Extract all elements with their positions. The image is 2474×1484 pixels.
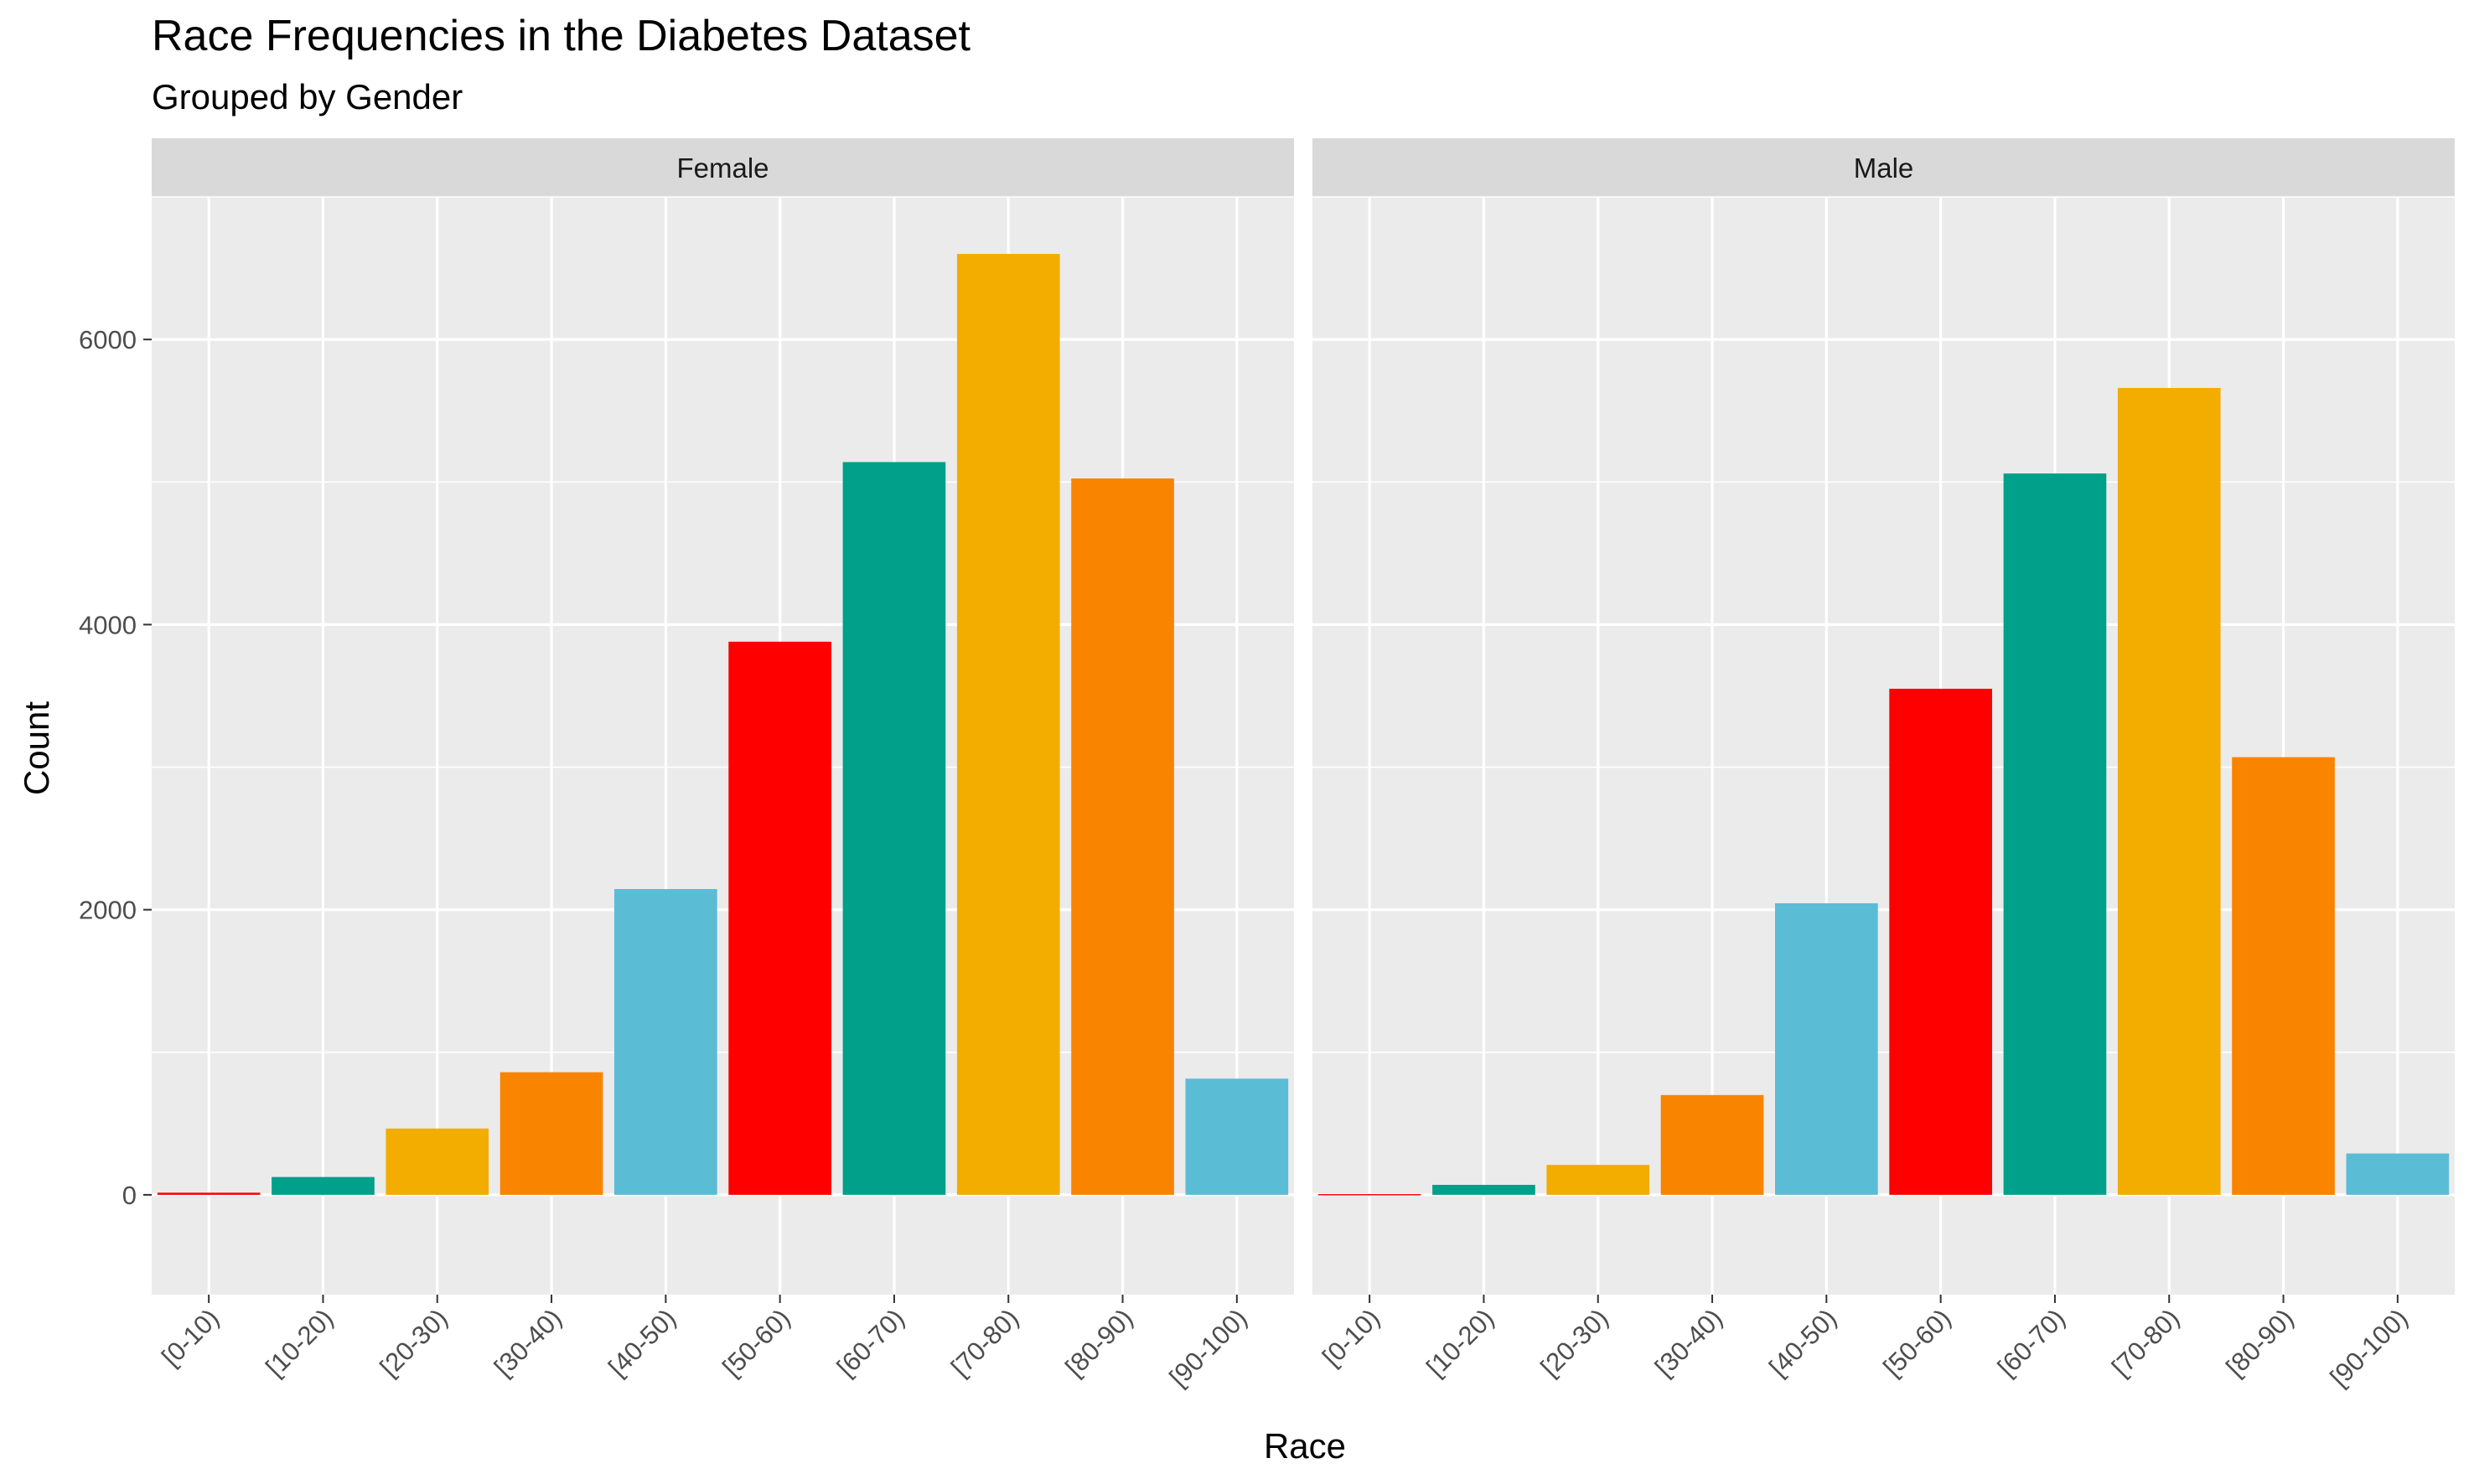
facets-layer: Female [0-10) [10-20) [20-30) [30-40) [40-50)… xyxy=(152,138,2455,1393)
facet-panel-male: Male [0-10) [10-20) [20-30) [30-40) [40-50) [5… xyxy=(1312,138,2455,1393)
bar-female-4 xyxy=(614,888,717,1195)
x-tick-label: [30-40) xyxy=(1649,1303,1728,1382)
facet-strip xyxy=(152,138,1294,197)
chart-subtitle: Grouped by Gender xyxy=(152,77,463,116)
x-tick-label: [80-90) xyxy=(1059,1303,1138,1382)
facet-panel-female: Female [0-10) [10-20) [20-30) [30-40) [40-50)… xyxy=(152,138,1294,1393)
bar-male-9 xyxy=(2346,1153,2450,1195)
x-tick-label: [20-30) xyxy=(1535,1303,1613,1382)
bar-male-4 xyxy=(1775,902,1878,1195)
x-tick-label: [60-70) xyxy=(831,1303,910,1382)
bar-female-7 xyxy=(956,254,1060,1195)
x-tick-label: [20-30) xyxy=(374,1303,453,1382)
x-tick-label: [70-80) xyxy=(2106,1303,2185,1382)
bar-female-6 xyxy=(842,462,946,1195)
x-tick-label: [80-90) xyxy=(2220,1303,2299,1382)
facet-strip-label: Male xyxy=(1854,153,1914,184)
x-axis-title: Race xyxy=(1264,1426,1346,1466)
y-axis: 0 2000 4000 6000 xyxy=(79,325,152,1210)
bar-female-2 xyxy=(386,1128,489,1195)
y-tick-label: 2000 xyxy=(79,896,137,925)
chart-title: Race Frequencies in the Diabetes Dataset xyxy=(152,12,971,60)
bar-male-7 xyxy=(2117,387,2221,1195)
x-tick-label: [40-50) xyxy=(1763,1303,1842,1382)
y-axis-title: Count xyxy=(17,701,56,795)
bar-female-0 xyxy=(157,1192,261,1195)
x-tick-label: [30-40) xyxy=(489,1303,567,1382)
y-tick-label: 0 xyxy=(122,1181,137,1210)
x-tick-label: [50-60) xyxy=(717,1303,795,1382)
x-tick-label: [10-20) xyxy=(1421,1303,1499,1382)
bar-male-2 xyxy=(1546,1165,1650,1195)
bar-male-5 xyxy=(1889,688,1992,1195)
x-tick-label: [0-10) xyxy=(156,1303,225,1372)
bar-male-6 xyxy=(2003,473,2107,1195)
bar-male-8 xyxy=(2232,757,2335,1195)
bar-female-8 xyxy=(1071,478,1174,1195)
x-tick-label: [60-70) xyxy=(1992,1303,2071,1382)
x-tick-label: [90-100) xyxy=(2324,1303,2413,1392)
y-tick-label: 4000 xyxy=(79,610,137,639)
bar-male-1 xyxy=(1432,1185,1535,1195)
bar-male-3 xyxy=(1660,1094,1764,1195)
bar-female-5 xyxy=(728,641,831,1195)
x-tick-label: [0-10) xyxy=(1317,1303,1385,1372)
facet-strip xyxy=(1312,138,2455,197)
x-tick-label: [40-50) xyxy=(603,1303,681,1382)
bar-male-0 xyxy=(1317,1194,1421,1196)
x-tick-label: [70-80) xyxy=(945,1303,1024,1382)
bar-female-1 xyxy=(272,1176,375,1195)
bar-female-9 xyxy=(1185,1078,1289,1195)
bar-female-3 xyxy=(499,1072,603,1195)
y-tick-label: 6000 xyxy=(79,325,137,354)
x-tick-label: [50-60) xyxy=(1877,1303,1956,1382)
x-tick-label: [90-100) xyxy=(1163,1303,1252,1392)
facet-strip-label: Female xyxy=(676,153,769,184)
x-tick-label: [10-20) xyxy=(260,1303,339,1382)
